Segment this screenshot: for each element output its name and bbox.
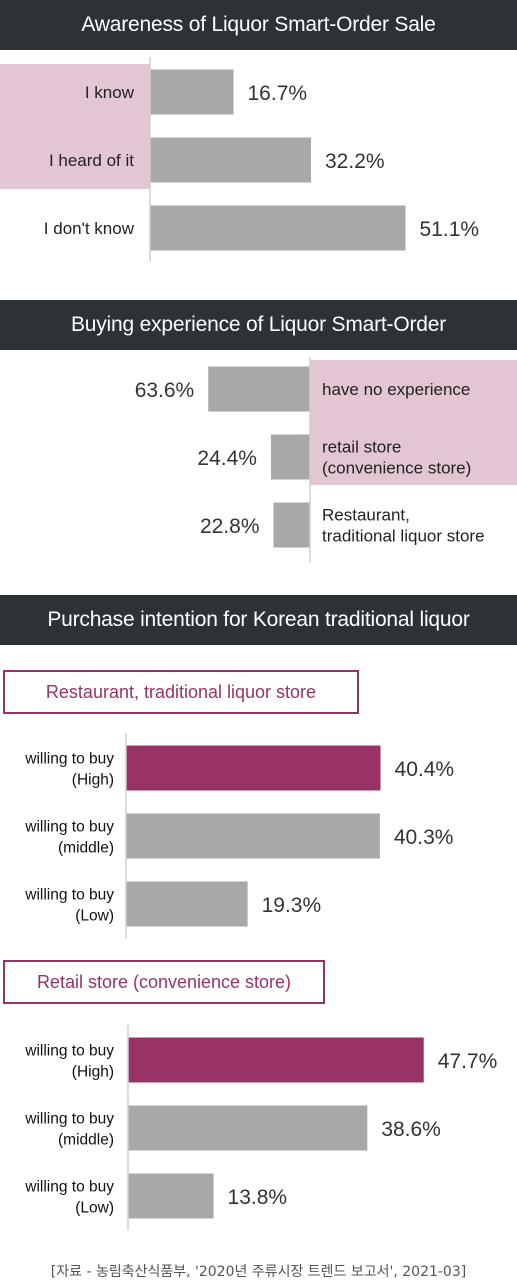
value-label: 22.8% <box>200 515 260 538</box>
highlight-label-box <box>0 64 150 189</box>
experience-chart: 63.6% have no experience 24.4% retail store… <box>135 357 517 562</box>
category-label: have no experience <box>322 380 470 399</box>
bar <box>150 69 234 115</box>
value-label: 63.6% <box>135 379 195 402</box>
bar <box>150 205 406 251</box>
value-label: 38.6% <box>381 1118 441 1141</box>
category-label: I heard of it <box>49 151 134 170</box>
category-label: willing to buy (Low) <box>24 887 114 925</box>
value-label: 40.3% <box>394 826 454 849</box>
value-label: 32.2% <box>325 150 385 173</box>
experience-chart-title: Buying experience of Liquor Smart-Order <box>0 300 517 350</box>
bar <box>126 881 248 927</box>
category-label: I don't know <box>44 219 135 238</box>
value-label: 13.8% <box>228 1186 288 1209</box>
category-label: Restaurant, traditional liquor store <box>322 506 485 546</box>
bar <box>270 434 310 480</box>
category-label: I know <box>85 83 135 102</box>
category-label: willing to buy (Low) <box>24 1179 114 1217</box>
category-label: willing to buy (middle) <box>24 819 114 857</box>
category-label: willing to buy (High) <box>24 1043 114 1081</box>
bar <box>126 745 381 791</box>
bar <box>128 1173 214 1219</box>
awareness-chart: 16.7% I know 32.2% I heard of it 51.1% I don'… <box>0 57 480 262</box>
retail-intention-chart: 47.7% willing to buy (High) 38.6% willing to… <box>24 1025 498 1230</box>
restaurant-intention-chart: 40.4% willing to buy (High) 40.3% willing to… <box>24 733 455 938</box>
retail-subtitle: Retail store (convenience store) <box>3 960 325 1004</box>
value-label: 47.7% <box>438 1050 498 1073</box>
category-label: willing to buy (middle) <box>24 1111 114 1149</box>
bar <box>126 813 380 859</box>
highlight-label-box <box>310 360 517 485</box>
bar <box>273 502 310 548</box>
bar <box>128 1105 368 1151</box>
restaurant-subtitle: Restaurant, traditional liquor store <box>3 670 359 714</box>
value-label: 19.3% <box>262 894 322 917</box>
source-note: [자료 - 농림축산식품부, '2020년 주류시장 트렌드 보고서', 202… <box>50 1264 467 1280</box>
bar <box>208 366 310 412</box>
value-label: 51.1% <box>420 218 480 241</box>
bar <box>150 137 311 183</box>
bar <box>128 1037 424 1083</box>
value-label: 40.4% <box>395 758 455 781</box>
category-label: retail store (convenience store) <box>322 438 471 478</box>
intention-chart-title: Purchase intention for Korean traditiona… <box>0 595 517 645</box>
value-label: 16.7% <box>248 82 308 105</box>
value-label: 24.4% <box>197 447 257 470</box>
awareness-chart-title: Awareness of Liquor Smart-Order Sale <box>0 0 517 50</box>
category-label: willing to buy (High) <box>24 751 114 789</box>
